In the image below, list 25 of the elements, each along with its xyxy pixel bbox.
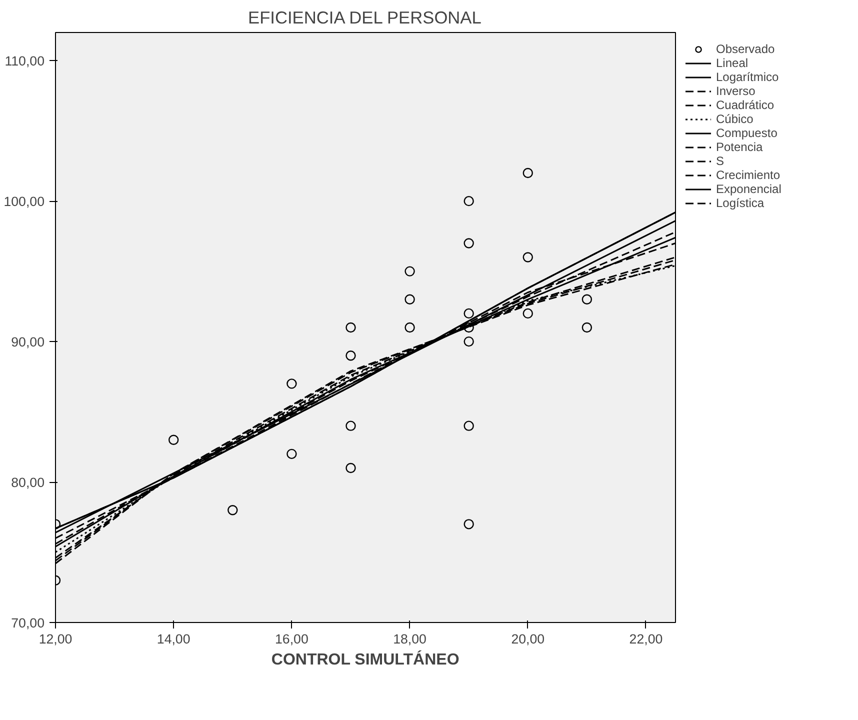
chart-title: EFICIENCIA DEL PERSONAL bbox=[248, 8, 482, 28]
legend-label: Inverso bbox=[716, 84, 756, 98]
x-tick-label: 22,00 bbox=[629, 632, 663, 646]
legend-label: Compuesto bbox=[716, 126, 778, 140]
x-tick-label: 16,00 bbox=[275, 632, 308, 646]
x-tick-label: 14,00 bbox=[156, 632, 190, 646]
legend-label: Cuadrático bbox=[716, 98, 774, 112]
legend-label: Lineal bbox=[716, 56, 748, 70]
legend-label: Cúbico bbox=[716, 112, 754, 126]
legend-label: Potencia bbox=[716, 140, 763, 154]
y-tick-label: 100,00 bbox=[4, 194, 44, 210]
y-tick-label: 70,00 bbox=[11, 616, 45, 630]
y-tick-label: 110,00 bbox=[4, 54, 45, 69]
legend-label: S bbox=[716, 154, 726, 168]
legend-label: Observado bbox=[716, 42, 775, 56]
x-tick-label: 18,00 bbox=[393, 632, 426, 646]
y-tick-label: 90,00 bbox=[11, 334, 45, 350]
x-axis-title: CONTROL SIMULTÁNEO bbox=[271, 650, 460, 668]
x-tick-label: 12,00 bbox=[38, 632, 72, 646]
legend-label: Logística bbox=[716, 196, 764, 210]
legend-label: Logarítmico bbox=[716, 70, 779, 84]
y-tick-label: 80,00 bbox=[11, 475, 45, 490]
legend-label: Crecimiento bbox=[716, 168, 780, 182]
x-tick-label: 20,00 bbox=[511, 632, 545, 646]
legend-label: Exponencial bbox=[716, 182, 782, 196]
